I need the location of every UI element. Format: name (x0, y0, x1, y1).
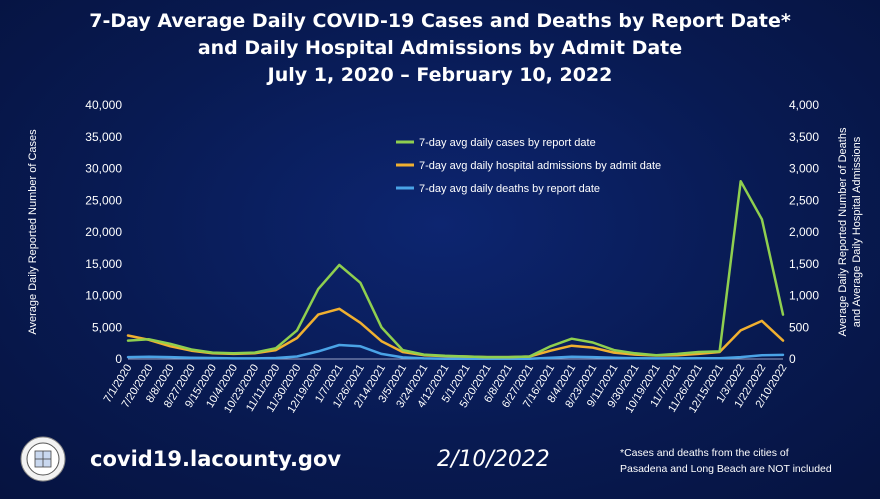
y-tick-label-right: 2,000 (789, 225, 819, 239)
legend-label: 7-day avg daily cases by report date (419, 137, 596, 149)
website-url: covid19.lacounty.gov (90, 447, 342, 471)
title-line-2: and Daily Hospital Admissions by Admit D… (197, 37, 683, 59)
y-tick-label-right: 2,500 (789, 193, 819, 207)
report-date: 2/10/2022 (437, 447, 550, 472)
y-tick-label-left: 40,000 (85, 98, 122, 112)
y-tick-label-right: 1,500 (789, 257, 819, 271)
y-tick-label-left: 30,000 (85, 162, 122, 176)
y-axis-label-right: and Average Daily Hospital Admissions (851, 136, 863, 327)
y-tick-label-right: 1,000 (789, 289, 819, 303)
y-tick-label-right: 500 (789, 320, 809, 334)
y-tick-label-right: 3,500 (789, 130, 819, 144)
footnote-line-1: *Cases and deaths from the cities of (620, 447, 789, 459)
series-line (126, 343, 785, 360)
y-tick-label-right: 4,000 (789, 98, 819, 112)
y-axis-label-left: Average Daily Reported Number of Cases (27, 129, 39, 335)
y-tick-label-left: 5,000 (92, 320, 122, 334)
title-line-1: 7-Day Average Daily COVID-19 Cases and D… (89, 10, 791, 32)
series-line (126, 179, 785, 359)
county-seal-icon (20, 436, 66, 482)
chart-title: 7-Day Average Daily COVID-19 Cases and D… (0, 8, 880, 89)
y-tick-label-left: 10,000 (85, 289, 122, 303)
y-tick-label-left: 0 (115, 352, 122, 366)
legend-label: 7-day avg daily deaths by report date (419, 183, 600, 195)
y-tick-label-left: 20,000 (85, 225, 122, 239)
footnote: *Cases and deaths from the cities of Pas… (620, 445, 870, 477)
title-line-3: July 1, 2020 – February 10, 2022 (267, 64, 613, 86)
footnote-line-2: Pasadena and Long Beach are NOT included (620, 463, 832, 475)
y-tick-label-right: 3,000 (789, 162, 819, 176)
legend-label: 7-day avg daily hospital admissions by a… (419, 160, 661, 172)
series-line (126, 307, 785, 359)
y-tick-label-left: 25,000 (85, 193, 122, 207)
y-tick-label-right: 0 (789, 352, 796, 366)
y-tick-label-left: 15,000 (85, 257, 122, 271)
y-tick-label-left: 35,000 (85, 130, 122, 144)
y-axis-label-right: Average Daily Reported Number of Deaths (837, 127, 849, 336)
